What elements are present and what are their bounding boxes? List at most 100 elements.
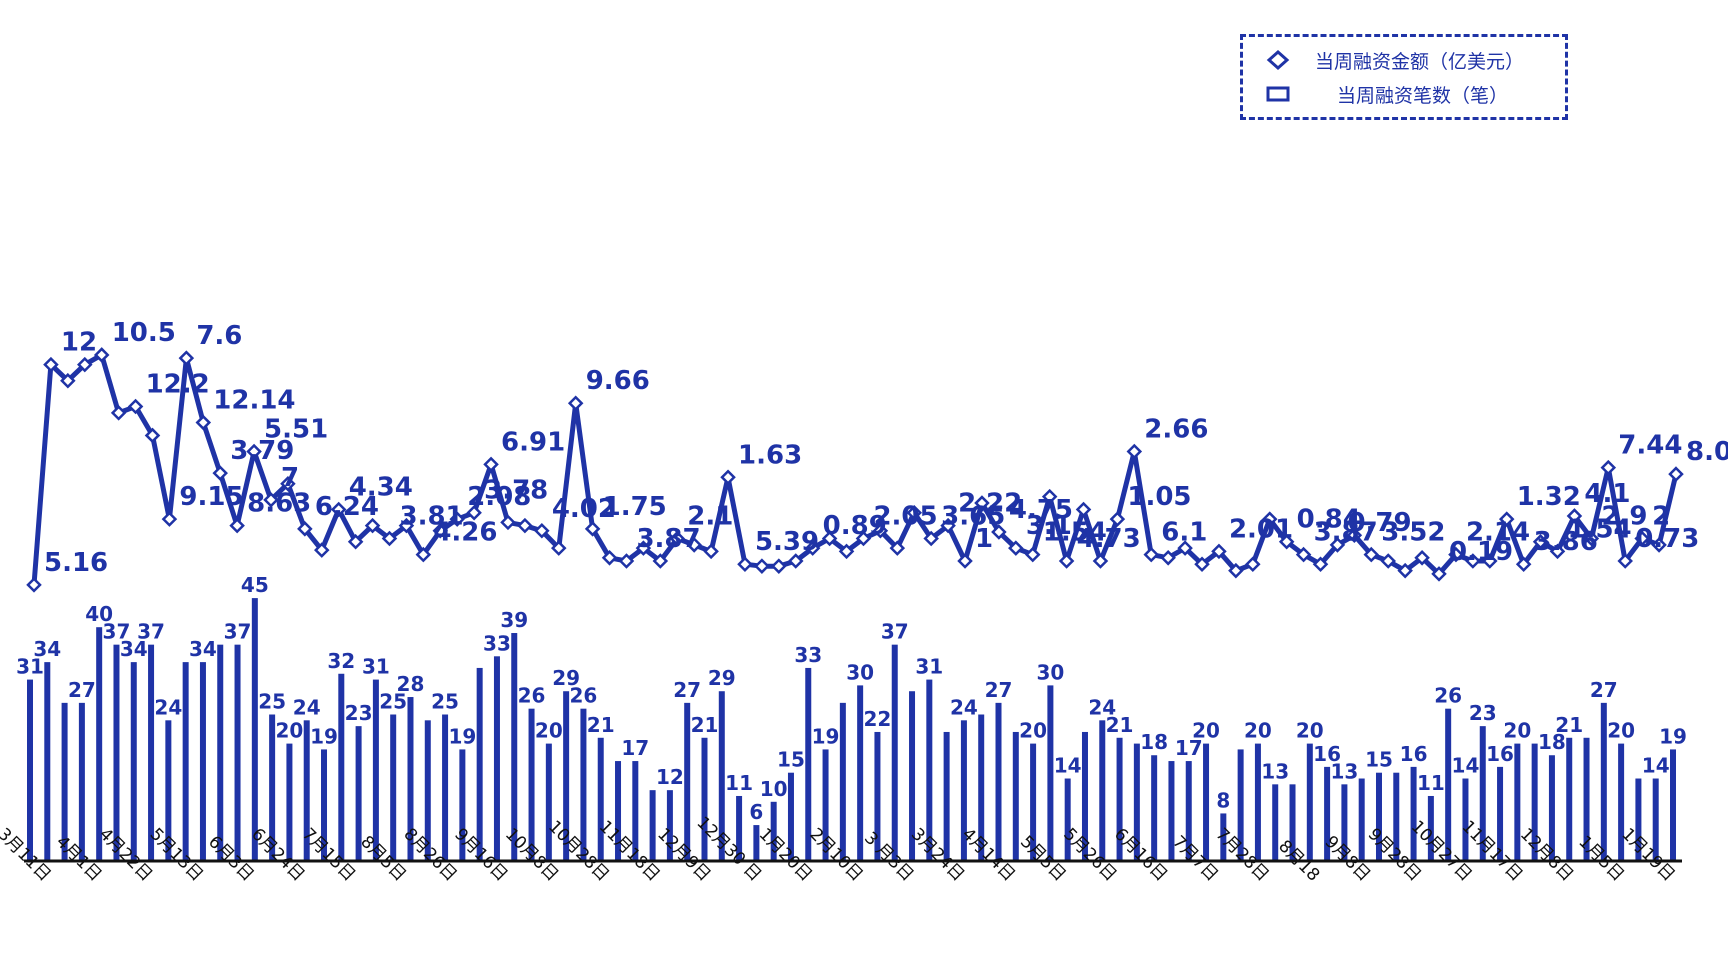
bar-62	[1099, 720, 1106, 860]
line-marker-86	[1482, 553, 1498, 569]
bar-87	[1531, 743, 1538, 860]
bar-label-18: 32	[327, 649, 355, 673]
bar-90	[1583, 737, 1590, 860]
bar-label-81: 11	[1417, 771, 1445, 795]
bar-92	[1618, 743, 1625, 860]
bar-label-60: 14	[1054, 754, 1082, 778]
line-label-27: 6.91	[501, 427, 565, 457]
rectangle-bar-icon	[1266, 86, 1290, 102]
bar-14	[269, 714, 276, 860]
line-marker-75	[1295, 546, 1312, 563]
bar-label-40: 29	[708, 666, 736, 690]
bar-36	[649, 790, 656, 860]
bar-15	[286, 743, 293, 860]
bar-52	[926, 679, 933, 860]
bar-label-35: 17	[621, 736, 649, 760]
line-label-83: 0.19	[1449, 537, 1513, 567]
line-label-75: 3.87	[1314, 518, 1378, 548]
line-marker-11	[212, 465, 228, 481]
bar-79	[1393, 772, 1400, 860]
line-marker-55	[957, 553, 973, 569]
line-label-66: 6.1	[1161, 518, 1207, 548]
bar-label-69: 8	[1216, 788, 1230, 812]
line-label-26: 3.78	[484, 476, 548, 506]
bar-32	[580, 708, 587, 860]
bar-label-6: 34	[120, 637, 148, 661]
bar-label-43: 10	[760, 777, 788, 801]
bar-49	[874, 731, 881, 860]
bar-88	[1548, 755, 1555, 860]
line-label-32: 9.66	[586, 366, 650, 396]
line-marker-80	[1380, 553, 1396, 569]
line-marker-38	[669, 530, 686, 547]
bar-70	[1237, 749, 1244, 860]
bar-24	[442, 714, 449, 860]
line-label-30: 4.02	[552, 494, 616, 524]
line-marker-92	[1583, 530, 1600, 547]
line-marker-28	[500, 514, 516, 531]
line-marker-4	[93, 347, 110, 363]
line-label-97: 8.0	[1686, 437, 1728, 467]
bar-10	[199, 662, 206, 860]
bar-label-42: 6	[749, 800, 763, 824]
line-label-41: 1.63	[738, 440, 802, 470]
line-marker-18	[330, 501, 347, 518]
bar-42	[753, 825, 760, 860]
legend-label-amount: 当周融资金额（亿美元）	[1315, 51, 1525, 73]
line-marker-76	[1312, 556, 1329, 573]
bar-7	[148, 644, 155, 860]
bar-73	[1289, 784, 1296, 860]
line-label-53: 3.65	[941, 501, 1005, 531]
bar-57	[1012, 731, 1019, 860]
bar-label-16: 24	[293, 695, 321, 719]
bar-label-17: 19	[310, 724, 338, 748]
line-marker-46	[804, 540, 821, 556]
bar-40	[718, 691, 725, 860]
line-marker-44	[771, 558, 787, 574]
line-label-18: 4.34	[349, 473, 413, 503]
bar-74	[1306, 743, 1313, 860]
line-marker-51	[889, 540, 906, 556]
line-marker-7	[144, 427, 161, 444]
line-label-6: 12.2	[146, 369, 210, 399]
bar-label-95: 19	[1659, 724, 1687, 748]
line-label-79: 3.52	[1381, 518, 1445, 548]
bar-41	[736, 795, 743, 860]
line-marker-69	[1194, 556, 1210, 573]
bar-label-25: 19	[448, 724, 476, 748]
line-marker-87	[1498, 511, 1515, 527]
bar-19	[355, 726, 362, 860]
legend-item-amount[interactable]: 当周融资金额（亿美元）	[1243, 43, 1565, 73]
bar-label-20: 31	[362, 655, 390, 679]
x-tick-label-2: 4月22日	[95, 824, 156, 885]
bar-label-84: 23	[1469, 701, 1497, 725]
bar-label-33: 21	[587, 713, 615, 737]
bar-label-12: 37	[224, 620, 252, 644]
bar-66	[1168, 761, 1175, 860]
line-marker-56	[974, 495, 990, 511]
line-marker-3	[77, 356, 93, 373]
line-marker-67	[1160, 550, 1176, 566]
bar-56	[995, 702, 1002, 860]
line-marker-59	[1024, 546, 1041, 563]
bar-label-80: 16	[1400, 742, 1428, 766]
bar-47	[839, 702, 846, 860]
bar-37	[666, 790, 673, 860]
line-label-88: 3.86	[1534, 527, 1598, 557]
bar-data-labels: 3134274037343724343745252024193223312528…	[16, 573, 1687, 824]
legend-item-count[interactable]: 当周融资笔数（笔）	[1243, 77, 1565, 107]
line-marker-41	[720, 469, 736, 486]
bar-label-31: 29	[552, 666, 580, 690]
bar-label-85: 16	[1486, 742, 1514, 766]
line-marker-60	[1041, 488, 1058, 505]
line-label-16: 6.24	[315, 492, 379, 522]
line-label-93: 7.44	[1618, 431, 1682, 461]
bar-59	[1047, 685, 1054, 860]
line-marker-21	[381, 530, 398, 547]
bar-12	[234, 644, 241, 860]
line-marker-72	[1245, 556, 1261, 573]
bar-86	[1514, 743, 1521, 860]
line-label-57: 4.75	[1009, 495, 1073, 525]
bar-4	[96, 627, 103, 860]
